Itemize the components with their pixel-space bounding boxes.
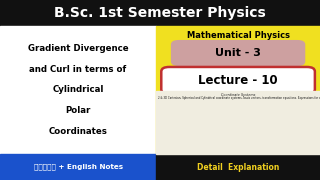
Text: Mathematical Physics: Mathematical Physics <box>187 31 290 40</box>
Bar <box>156 91 320 154</box>
Text: हिंदी + English Notes: हिंदी + English Notes <box>34 164 123 170</box>
FancyBboxPatch shape <box>171 40 305 66</box>
Bar <box>0 26 156 154</box>
Bar <box>0 0 320 26</box>
Text: Detail  Explanation: Detail Explanation <box>197 163 279 172</box>
Text: Lecture - 10: Lecture - 10 <box>198 74 278 87</box>
Bar <box>156 26 320 154</box>
Text: and Curl in terms of: and Curl in terms of <box>29 65 127 74</box>
Text: Polar: Polar <box>65 106 91 115</box>
Bar <box>0 154 156 180</box>
Text: Cylindrical: Cylindrical <box>52 85 104 94</box>
Text: Coordinate Systems: Coordinate Systems <box>221 93 255 97</box>
Text: 2 & 3D Cartesian, Spherical and Cylindrical coordinate systems, basis vectors, t: 2 & 3D Cartesian, Spherical and Cylindri… <box>158 96 320 100</box>
Text: Gradient Divergence: Gradient Divergence <box>28 44 128 53</box>
FancyBboxPatch shape <box>161 67 315 94</box>
Text: Unit - 3: Unit - 3 <box>215 48 261 58</box>
Text: B.Sc. 1st Semester Physics: B.Sc. 1st Semester Physics <box>54 6 266 20</box>
Text: Coordinates: Coordinates <box>49 127 108 136</box>
Bar <box>156 154 320 180</box>
